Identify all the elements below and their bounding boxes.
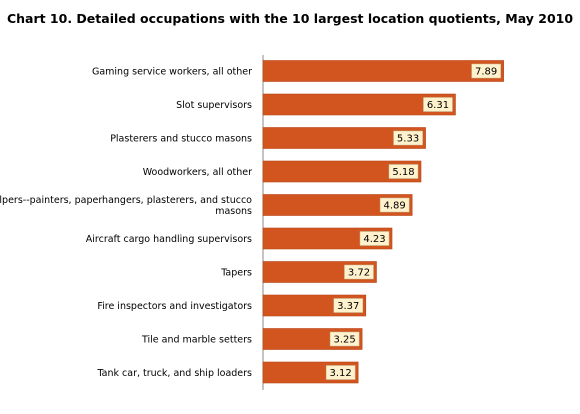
category-label-line: Tapers	[220, 268, 252, 279]
category-label-line: Gaming service workers, all other	[92, 67, 252, 78]
category-label-line: Tile and marble setters	[141, 335, 252, 346]
category-label: Fire inspectors and investigators	[97, 301, 252, 312]
category-label: Tank car, truck, and ship loaders	[96, 368, 252, 379]
value-label-box	[333, 298, 364, 313]
value-label-box	[388, 164, 419, 179]
bar	[262, 60, 504, 82]
bar	[262, 194, 413, 216]
value-label-box	[359, 231, 390, 246]
value-label: 5.33	[397, 134, 419, 145]
value-label-box	[423, 97, 453, 112]
category-label-line: Plasterers and stucco masons	[110, 134, 252, 145]
category-label: Tile and marble setters	[141, 335, 252, 346]
category-label: Aircraft cargo handling supervisors	[86, 234, 252, 245]
category-label: Plasterers and stucco masons	[110, 134, 252, 145]
value-label: 7.89	[475, 67, 497, 78]
category-label: Woodworkers, all other	[143, 167, 252, 178]
chart-title: Chart 10. Detailed occupations with the …	[7, 11, 573, 26]
bar	[262, 227, 393, 250]
value-label: 6.31	[427, 100, 449, 111]
value-label: 3.72	[348, 268, 370, 279]
category-label: Tapers	[220, 268, 252, 279]
category-label-line: Aircraft cargo handling supervisors	[86, 234, 252, 245]
value-label-box	[325, 365, 356, 380]
value-label-box	[344, 264, 374, 280]
bar	[262, 127, 426, 149]
value-label-box	[379, 197, 410, 213]
category-label-line: Woodworkers, all other	[143, 167, 252, 178]
value-label-box	[471, 63, 501, 79]
category-label-line: Helpers--painters, paperhangers, plaster…	[0, 195, 252, 206]
value-label-box	[329, 331, 360, 347]
category-label-line: Slot supervisors	[176, 100, 252, 111]
bar	[262, 93, 456, 116]
category-label-line: masons	[215, 206, 252, 217]
value-label: 3.25	[333, 335, 355, 346]
value-label: 5.18	[392, 167, 414, 178]
value-label: 4.23	[363, 234, 385, 245]
bars-group: 7.89 Gaming service workers, all other 6.3…	[0, 60, 504, 384]
value-label: 4.89	[384, 201, 406, 212]
category-label-line: Fire inspectors and investigators	[97, 301, 252, 312]
value-label: 3.37	[337, 301, 359, 312]
category-label: Helpers--painters, paperhangers, plaster…	[0, 195, 252, 217]
category-label: Gaming service workers, all other	[92, 67, 252, 78]
category-label: Slot supervisors	[176, 100, 252, 111]
bar	[262, 160, 422, 183]
value-label-box	[393, 130, 423, 146]
value-label: 3.12	[330, 368, 352, 379]
category-label-line: Tank car, truck, and ship loaders	[96, 368, 252, 379]
